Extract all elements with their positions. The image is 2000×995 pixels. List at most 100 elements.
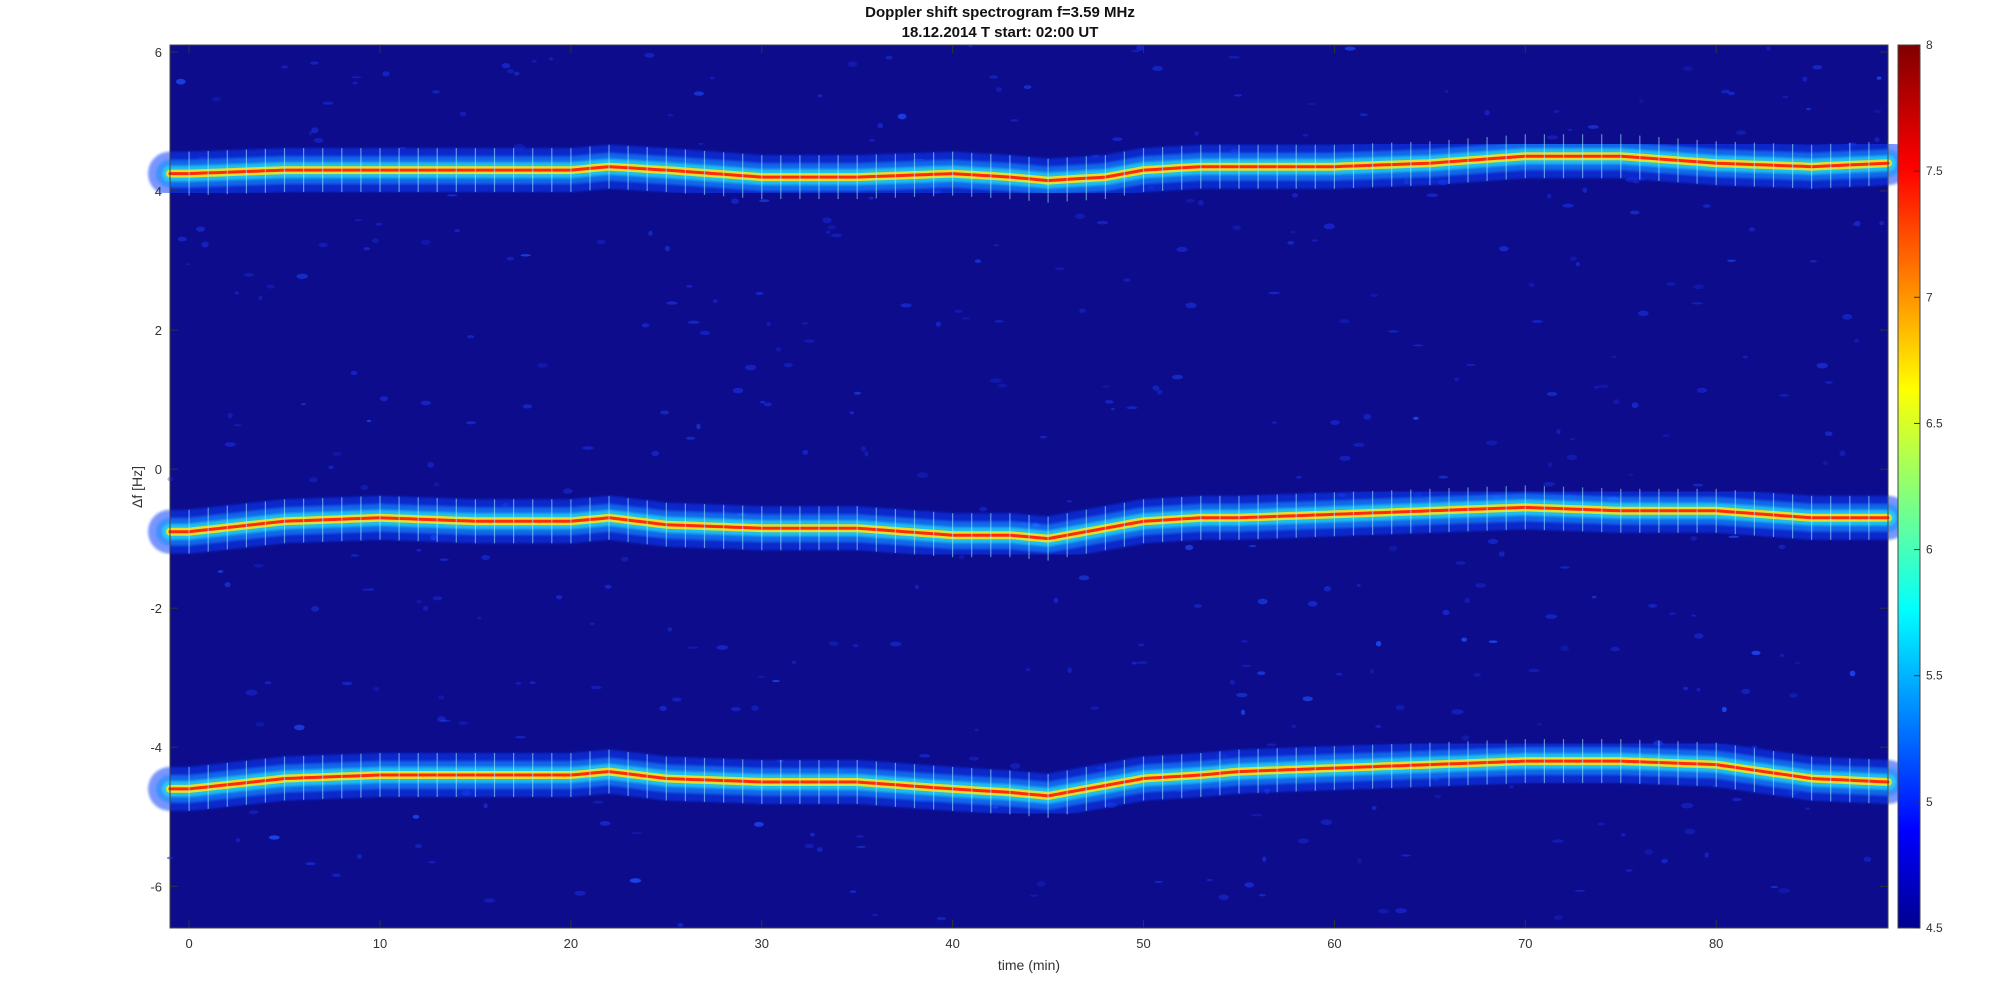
noise-speck	[416, 599, 423, 604]
noise-speck	[974, 728, 979, 732]
colorbar-tick-label: 6.5	[1926, 416, 1943, 430]
noise-speck	[1528, 282, 1535, 288]
noise-speck	[1873, 109, 1882, 113]
noise-speck	[1682, 66, 1693, 71]
noise-speck	[1736, 130, 1747, 135]
noise-speck	[1185, 302, 1197, 309]
noise-speck	[363, 247, 371, 251]
noise-speck	[1553, 109, 1560, 113]
noise-speck	[809, 832, 815, 837]
noise-speck	[744, 364, 757, 371]
colorbar-tick-label: 7	[1926, 290, 1933, 304]
y-tick-label: 2	[155, 323, 162, 338]
noise-speck	[264, 681, 272, 685]
noise-speck	[1727, 259, 1736, 262]
noise-speck	[801, 322, 809, 325]
noise-speck	[1194, 131, 1199, 136]
colorbar-tick-label: 5	[1926, 795, 1933, 809]
noise-speck	[1025, 668, 1030, 672]
noise-speck	[1748, 227, 1755, 232]
noise-speck	[1690, 536, 1698, 541]
noise-speck	[1484, 109, 1490, 116]
noise-speck	[1620, 833, 1626, 837]
x-tick-label: 80	[1709, 936, 1723, 951]
x-tick-label: 30	[755, 936, 769, 951]
noise-speck	[1257, 598, 1268, 605]
noise-speck	[1228, 55, 1240, 59]
noise-speck	[459, 111, 467, 117]
noise-speck	[224, 442, 236, 447]
noise-speck	[466, 421, 476, 425]
doppler-traces	[148, 134, 1910, 818]
noise-speck	[366, 420, 372, 422]
noise-speck	[1218, 894, 1229, 901]
noise-speck	[245, 689, 258, 696]
noise-speck	[1112, 137, 1123, 141]
noise-speck	[1054, 267, 1065, 271]
noise-speck	[515, 681, 522, 685]
noise-speck	[1266, 743, 1277, 747]
noise-speck	[1292, 193, 1299, 198]
noise-speck	[1074, 213, 1086, 220]
noise-speck	[1610, 646, 1620, 652]
noise-speck	[849, 411, 854, 415]
noise-speck	[1574, 889, 1586, 892]
x-axis-label: time (min)	[998, 957, 1060, 973]
noise-speck	[1053, 597, 1059, 604]
noise-speck	[687, 320, 700, 324]
noise-speck	[1302, 696, 1313, 702]
noise-speck	[1464, 598, 1470, 604]
noise-speck	[427, 861, 436, 864]
noise-speck	[458, 721, 469, 726]
trace-1	[148, 134, 1910, 203]
noise-speck	[421, 239, 431, 246]
noise-speck	[332, 451, 342, 456]
colorbar-tick-label: 7.5	[1926, 164, 1943, 178]
noise-speck	[1552, 839, 1564, 844]
noise-speck	[872, 914, 879, 917]
noise-speck	[1442, 609, 1450, 616]
noise-speck	[1702, 204, 1711, 208]
noise-speck	[969, 756, 979, 761]
noise-speck	[255, 722, 265, 727]
noise-speck	[501, 63, 511, 69]
noise-speck	[698, 142, 704, 145]
noise-speck	[309, 477, 318, 483]
noise-speck	[989, 75, 998, 79]
noise-speck	[974, 259, 982, 264]
noise-speck	[1597, 384, 1609, 388]
noise-speck	[1789, 693, 1798, 698]
noise-speck	[1371, 805, 1377, 811]
noise-speck	[244, 273, 254, 277]
noise-speck	[310, 61, 319, 65]
noise-speck	[1154, 880, 1163, 884]
y-tick-label: 4	[155, 184, 162, 199]
noise-speck	[1250, 813, 1263, 817]
noise-speck	[248, 810, 259, 815]
x-tick-label: 40	[945, 936, 959, 951]
noise-speck	[996, 87, 1002, 92]
noise-speck	[562, 488, 573, 494]
noise-speck	[1375, 641, 1382, 647]
noise-speck	[1262, 856, 1267, 862]
noise-speck	[483, 898, 495, 903]
noise-speck	[1625, 869, 1633, 872]
noise-speck	[1197, 200, 1204, 206]
noise-speck	[433, 482, 440, 487]
noise-speck	[1842, 313, 1853, 320]
noise-speck	[954, 309, 963, 313]
noise-speck	[994, 320, 1004, 323]
noise-speck	[177, 236, 187, 242]
y-tick-label: 6	[155, 45, 162, 60]
noise-speck	[1648, 603, 1658, 608]
noise-speck	[1357, 858, 1362, 864]
noise-speck	[439, 558, 449, 561]
noise-speck	[997, 383, 1008, 388]
noise-speck	[1611, 355, 1617, 359]
noise-speck	[687, 646, 699, 649]
noise-speck	[416, 548, 422, 552]
noise-speck	[916, 472, 929, 479]
noise-speck	[861, 446, 866, 452]
noise-speck	[331, 873, 341, 877]
